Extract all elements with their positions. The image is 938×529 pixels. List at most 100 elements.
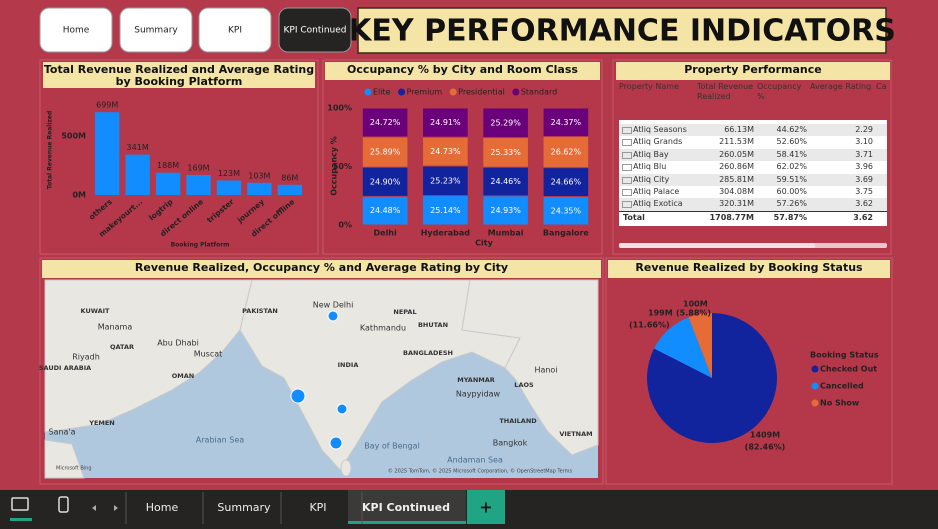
column-header: Property Name bbox=[619, 82, 679, 91]
table-cell: 3.62 bbox=[853, 212, 873, 222]
table-cell: 304.08M bbox=[719, 186, 754, 196]
table-cell-blank bbox=[876, 124, 887, 136]
data-label: 169M bbox=[187, 163, 209, 172]
expand-icon bbox=[622, 201, 632, 209]
data-label: 25.23% bbox=[430, 176, 461, 185]
active-tab-underline bbox=[348, 521, 466, 524]
table-cell: Total bbox=[623, 212, 645, 222]
title-box: Property Performance bbox=[684, 64, 821, 76]
add-tab-label[interactable]: + bbox=[479, 498, 492, 517]
data-label: 103M bbox=[248, 171, 270, 180]
bar-segment bbox=[483, 108, 528, 138]
x-tick-label: Mumbai bbox=[488, 229, 524, 238]
land bbox=[340, 459, 352, 477]
bar bbox=[247, 182, 272, 195]
table-cell: 3.69 bbox=[855, 174, 873, 184]
data-label: 24.35% bbox=[551, 206, 582, 215]
page-title: KEY PERFORMANCE INDICATORS bbox=[348, 14, 896, 49]
city-bubble bbox=[329, 436, 343, 450]
map-label: New Delhi bbox=[313, 301, 354, 310]
panel-title: Revenue Realized, Occupancy % and Averag… bbox=[134, 262, 509, 274]
legend-title: Booking Status bbox=[810, 351, 879, 360]
legend-marker bbox=[811, 382, 819, 390]
map-credit: Microsoft Bing bbox=[56, 466, 92, 472]
table-cell: 59.51% bbox=[776, 174, 807, 184]
data-label: 24.90% bbox=[370, 177, 401, 186]
pie-slice bbox=[688, 313, 712, 378]
table-cell: 58.41% bbox=[776, 149, 807, 159]
bar bbox=[125, 154, 150, 195]
bar-segment bbox=[423, 196, 468, 225]
bar-segment bbox=[483, 196, 528, 225]
bar-segment bbox=[362, 167, 408, 196]
data-label: 24.93% bbox=[490, 206, 521, 215]
table-cell: 320.31M bbox=[719, 199, 754, 209]
table-cell-blank bbox=[876, 198, 887, 210]
tab-label[interactable]: Home bbox=[146, 501, 179, 514]
nav-button[interactable] bbox=[39, 7, 113, 53]
tab-label[interactable]: Summary bbox=[217, 501, 271, 514]
city-bubble bbox=[327, 310, 339, 322]
nav-button-label[interactable]: KPI Continued bbox=[283, 26, 346, 36]
city-bubble bbox=[290, 388, 306, 404]
nav-button[interactable] bbox=[119, 7, 193, 53]
table-cell: 60.00% bbox=[776, 186, 807, 196]
table-cell: Atliq Bay bbox=[619, 149, 697, 161]
table-header-row: Property Name Total Revenue Realized Occup… bbox=[619, 82, 887, 122]
bar bbox=[95, 112, 120, 195]
data-label: 100M bbox=[683, 300, 708, 309]
title-bar bbox=[325, 62, 600, 80]
y-axis-label: Occupancy % bbox=[330, 136, 339, 196]
table: Property Name Total Revenue Realized Occup… bbox=[619, 82, 887, 225]
table-cell: Atliq Blu bbox=[619, 161, 697, 173]
x-axis-label: City bbox=[475, 239, 493, 248]
table-cell-blank bbox=[876, 136, 887, 148]
column-header: Average Rating bbox=[810, 82, 872, 91]
prev-arrow[interactable] bbox=[92, 505, 96, 511]
pie-slice bbox=[654, 317, 712, 378]
map-label: LAOS bbox=[514, 381, 534, 389]
add-tab bbox=[467, 490, 505, 524]
data-label: 24.72% bbox=[370, 118, 401, 127]
city-bubble bbox=[336, 403, 348, 415]
nav-button-label[interactable]: Summary bbox=[134, 26, 178, 36]
next-arrow[interactable] bbox=[114, 505, 118, 511]
desktop-icon[interactable] bbox=[11, 497, 29, 511]
y-tick-label: 500M bbox=[61, 131, 86, 140]
data-label: 699M bbox=[96, 101, 118, 110]
y-tick-label: 0M bbox=[72, 191, 86, 200]
legend-marker bbox=[811, 365, 819, 373]
x-tick-label: Delhi bbox=[374, 229, 398, 238]
map-label: Manama bbox=[98, 323, 133, 332]
data-label: 24.66% bbox=[551, 178, 582, 187]
nav-button[interactable] bbox=[198, 7, 272, 53]
data-label: 24.91% bbox=[430, 118, 461, 127]
map-label: Muscat bbox=[194, 350, 223, 359]
table-row: Atliq Seasons 66.13M 44.62% 2.29 bbox=[619, 124, 887, 137]
table-row: Atliq Blu 260.86M 62.02% 3.96 bbox=[619, 161, 887, 174]
map-label: Naypyidaw bbox=[456, 390, 501, 399]
tab-label[interactable]: KPI Continued bbox=[362, 501, 450, 514]
table-total-row: Total 1708.77M 57.87% 3.62 bbox=[619, 210, 887, 225]
tab-label[interactable]: KPI bbox=[309, 501, 326, 514]
nav-button-label[interactable]: KPI bbox=[228, 26, 242, 36]
map-label: Bay of Bengal bbox=[364, 442, 420, 451]
bar-segment bbox=[423, 166, 468, 196]
pie-slice bbox=[647, 313, 777, 443]
nav-button-label[interactable]: Home bbox=[63, 26, 90, 36]
nav-button[interactable] bbox=[278, 7, 352, 53]
panel-title: Revenue Realized by Booking Status bbox=[635, 262, 863, 274]
table-cell: 62.02% bbox=[776, 162, 807, 172]
title-box: Revenue Realized, Occupancy % and Averag… bbox=[134, 262, 509, 274]
table-cell: 2.29 bbox=[855, 125, 873, 134]
legend-label: Elite bbox=[373, 88, 391, 97]
table-cell: 3.96 bbox=[855, 162, 873, 172]
mobile-icon[interactable] bbox=[58, 496, 69, 513]
data-label: (5.88%) bbox=[676, 309, 711, 318]
data-label: 24.46% bbox=[490, 177, 521, 186]
expand-icon bbox=[622, 176, 632, 184]
data-label: (82.46%) bbox=[745, 443, 786, 452]
map-label: Sana'a bbox=[48, 428, 75, 437]
active-tab bbox=[348, 490, 466, 524]
